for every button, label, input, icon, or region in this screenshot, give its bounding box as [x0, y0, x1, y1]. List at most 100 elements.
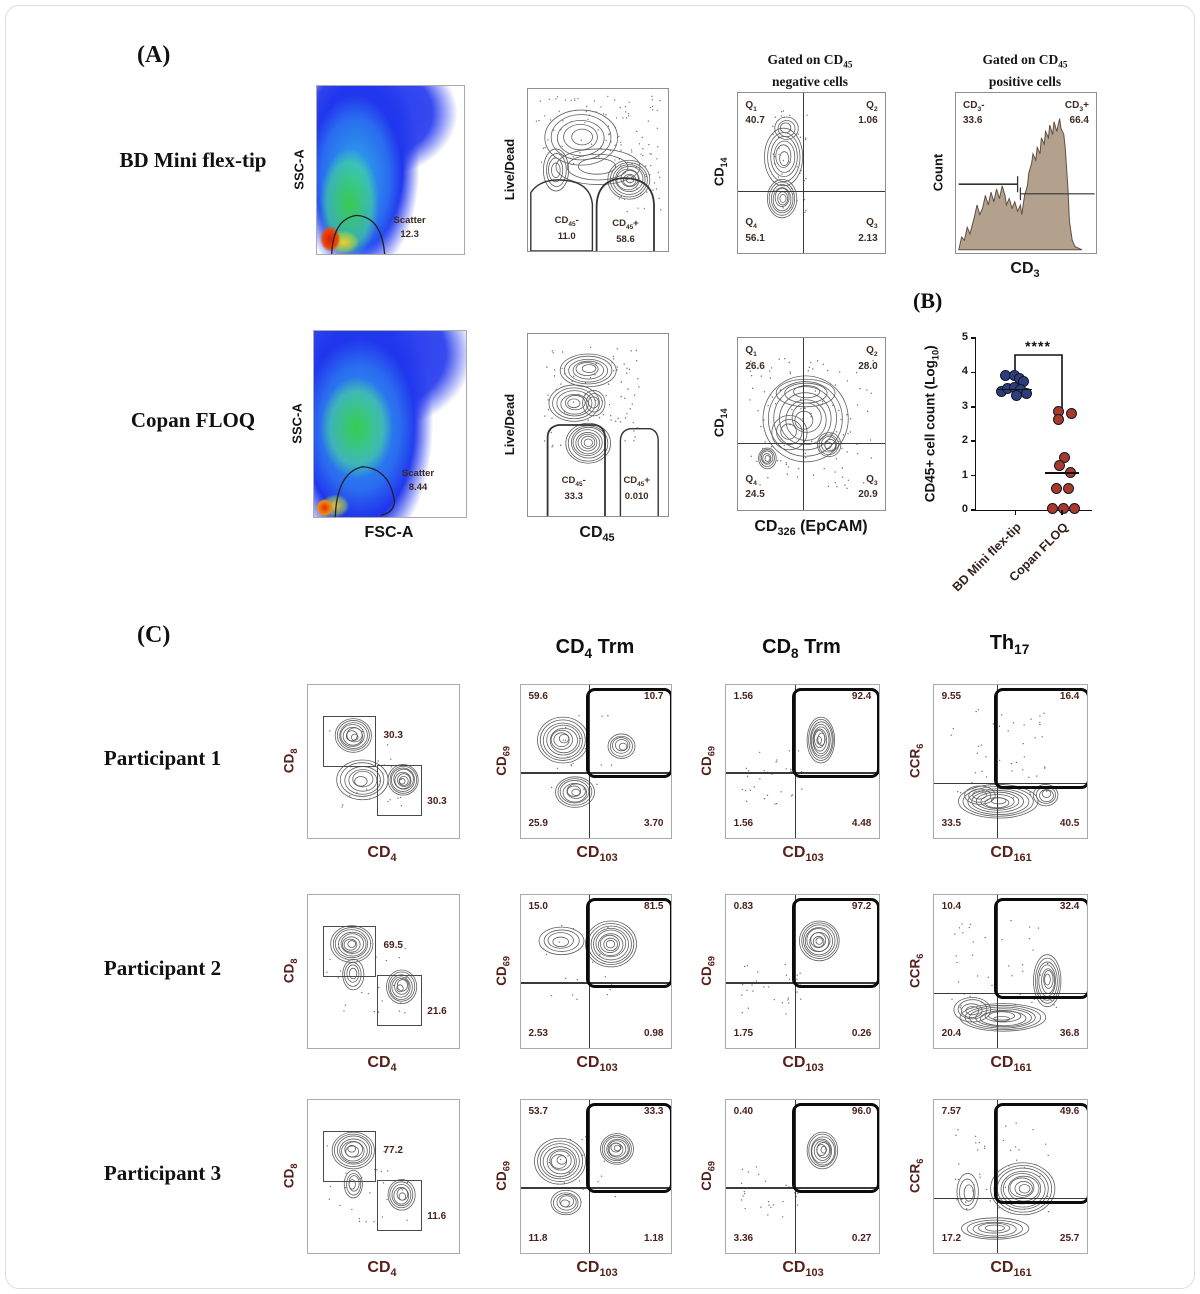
cd8-gate-value: 69.5: [383, 940, 403, 952]
th17-gate-box: [994, 1103, 1087, 1204]
y-tick-label: 3: [961, 399, 968, 412]
quadrant-plot-title: Gated on CD45 negative cells: [727, 50, 893, 92]
y-axis-label-wrap: CD8: [277, 894, 303, 1047]
q2-annotation: Q2 1.06: [858, 99, 877, 129]
cd45-gates-outline: [528, 89, 668, 251]
cd161-x-axis-label: CD161: [990, 844, 1032, 865]
contour-drawing: [950, 709, 1087, 838]
quadrant-vertical-line: [794, 895, 797, 1048]
th17-gate-box: [994, 688, 1087, 789]
ssc-a-axis-label: SSC-A: [289, 402, 305, 444]
fsc-a-x-axis-label: FSC-A: [364, 524, 414, 541]
quadrant-value-top-left: 7.57: [941, 1106, 962, 1118]
data-point-dot: [1059, 452, 1071, 464]
data-point-dot: [1063, 483, 1075, 495]
cd8-cd4-gating-plot: 77.2 11.6: [307, 1099, 460, 1254]
cd8-gate-value: 77.2: [383, 1145, 403, 1157]
ccr6-axis-label: CCR6: [907, 743, 925, 778]
cd4-trm-quadrant-plot: 59.6 10.7 25.9 3.70: [520, 684, 672, 839]
quadrant-value-bottom-left: 25.9: [528, 818, 548, 830]
contour-drawing: [521, 1100, 671, 1253]
x-tick-mark: [1061, 510, 1063, 515]
density-plot-copan: Scatter 8.44: [313, 330, 467, 518]
live-dead-axis-label: Live/Dead: [502, 393, 518, 455]
cd45-pos-annotation: CD45+ 58.6: [598, 217, 653, 248]
cd45-neg-annotation: CD45- 33.3: [546, 474, 601, 505]
cd4-gate-value: 21.6: [427, 1006, 447, 1018]
cd103-x-axis-label: CD103: [782, 1259, 824, 1280]
q3-value: 2.13: [858, 232, 878, 244]
y-tick-mark: [971, 474, 976, 477]
q2-annotation: Q2 28.0: [858, 344, 877, 374]
contour-drawing: [543, 346, 640, 516]
contour-drawing: [741, 895, 879, 1015]
ssc-a-axis-label: SSC-A: [291, 148, 307, 190]
quadrant-value-bottom-left: 1.75: [733, 1028, 754, 1040]
quadrant-value-bottom-right: 0.98: [644, 1028, 664, 1040]
quadrant-vertical-line: [996, 895, 999, 1048]
cd8-trm-quadrant-plot: 0.40 96.0 3.36 0.27: [725, 1099, 880, 1254]
cd3-pos-value: 66.4: [1069, 115, 1089, 127]
y-axis-label-wrap: CD14: [707, 92, 733, 252]
quadrant-value-top-right: 97.2: [851, 901, 872, 913]
y-tick-mark: [971, 509, 976, 511]
cd45-count-scatter-plot: **** 0 1 2 3 4 5: [962, 331, 1092, 515]
th17-quadrant-plot: 7.57 49.6 17.2 25.7: [933, 1099, 1088, 1254]
quadrant-vertical-line: [802, 338, 805, 510]
scatter-gate-value: 12.3: [400, 229, 419, 241]
quadrant-vertical-line: [996, 685, 999, 838]
trm-gate-box: [791, 1103, 879, 1194]
cd69-axis-label: CD69: [494, 745, 512, 776]
q4-label: Q4: [745, 217, 757, 231]
quadrant-value-top-right: 10.7: [644, 691, 664, 703]
y-axis-label-wrap: CCR6: [903, 1099, 929, 1252]
scatter-gate-annotation: Scatter 12.3: [385, 214, 435, 243]
cd8-axis-label: CD8: [281, 748, 299, 773]
y-tick-label: 2: [961, 434, 968, 447]
data-point-dot: [1057, 503, 1069, 515]
count-axis-label: Count: [930, 153, 946, 191]
cd326-x-axis-label: CD326 (EpCAM): [754, 518, 868, 539]
cd4-gate-rect: [377, 764, 422, 816]
cd161-x-axis-label: CD161: [990, 1259, 1032, 1280]
title-line-2: negative cells: [771, 74, 849, 89]
cd45-pos-label: CD45+: [623, 475, 650, 489]
column-header-th17: Th17: [989, 632, 1030, 657]
q4-value: 24.5: [745, 489, 765, 501]
quadrant-horizontal-line: [738, 190, 885, 192]
quadrant-value-bottom-right: 0.27: [851, 1233, 872, 1245]
participant-row-label: Participant 3: [103, 1161, 222, 1185]
cd4-x-axis-label: CD4: [367, 1054, 397, 1075]
cd8-gate-rect: [323, 715, 377, 767]
q1-value: 26.6: [745, 360, 765, 372]
quadrant-horizontal-line: [934, 782, 1087, 785]
contour-drawing: [326, 895, 459, 1014]
cd69-axis-label: CD69: [699, 1160, 717, 1191]
y-axis-label-wrap: CD69: [490, 684, 516, 837]
quadrant-value-top-right: 49.6: [1059, 1106, 1080, 1118]
th17-quadrant-plot: 10.4 32.4 20.4 36.8: [933, 894, 1088, 1049]
quadrant-value-top-left: 0.83: [733, 901, 754, 913]
quadrant-value-top-left: 15.0: [528, 901, 548, 913]
cd3-neg-value: 33.6: [963, 115, 983, 127]
q4-annotation: Q4 24.5: [745, 473, 764, 503]
title-line-2: positive cells: [988, 74, 1062, 89]
cd8-gate-value: 30.3: [383, 730, 403, 742]
cd4-gate-rect: [377, 974, 422, 1026]
cd3-neg-label: CD3-: [963, 99, 985, 113]
data-point-dot: [1053, 459, 1065, 471]
data-point-dot: [1052, 414, 1064, 426]
trm-gate-box: [791, 898, 879, 989]
quadrant-vertical-line: [794, 1100, 797, 1253]
cd161-x-axis-label: CD161: [990, 1054, 1032, 1075]
quadrant-value-bottom-right: 25.7: [1059, 1233, 1080, 1245]
cd4-x-axis-label: CD4: [367, 1259, 397, 1280]
cd4-trm-quadrant-plot: 53.7 33.3 11.8 1.18: [520, 1099, 672, 1254]
q4-annotation: Q4 56.1: [745, 216, 764, 246]
y-axis-label-wrap: CD45+ cell count (Log10): [918, 338, 944, 510]
quadrant-horizontal-line: [934, 992, 1087, 995]
q3-value: 20.9: [858, 489, 878, 501]
y-axis-label-wrap: CD8: [277, 684, 303, 837]
median-line: [1044, 471, 1079, 474]
cd45-gates-outline: [528, 334, 668, 516]
